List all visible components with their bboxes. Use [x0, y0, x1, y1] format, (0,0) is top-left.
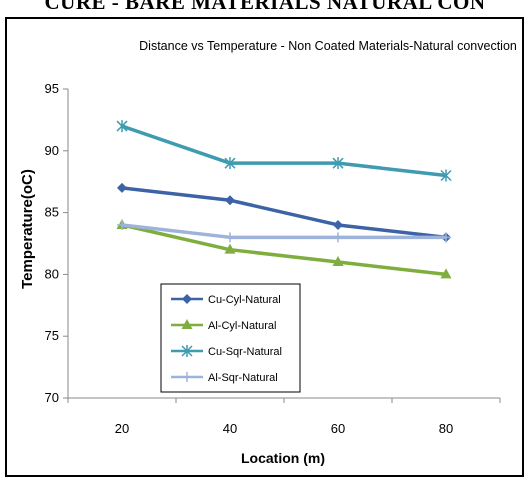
legend-label: Cu-Cyl-Natural: [208, 294, 281, 306]
x-tick-label: 80: [439, 421, 453, 436]
data-point: [117, 219, 127, 230]
data-point: [440, 268, 452, 279]
legend-marker: [182, 294, 192, 304]
x-tick-label: 40: [223, 421, 237, 436]
series-layer: [116, 120, 452, 279]
axes: 70 75 80 85 90 95 20 40 60 80: [45, 81, 501, 436]
series-4: [117, 219, 451, 243]
x-tick-label: 60: [331, 421, 345, 436]
data-point: [333, 219, 343, 230]
x-axis-title: Location (m): [241, 450, 325, 466]
data-point: [440, 169, 452, 182]
legend-marker: [182, 372, 192, 382]
page-heading: CURE - BARE MATERIALS NATURAL CON: [44, 0, 486, 12]
data-point: [225, 232, 235, 243]
legend: Cu-Cyl-Natural Al-Cyl-Natural Cu-Sqr-Natur…: [160, 283, 301, 393]
series-line: [121, 124, 447, 178]
y-tick-label: 95: [45, 81, 59, 96]
series-2: [116, 218, 452, 279]
series-1: [117, 182, 451, 243]
data-point: [333, 232, 343, 243]
y-tick-label: 80: [45, 266, 59, 281]
legend-item: Cu-Sqr-Natural: [171, 345, 282, 358]
chart-title: Distance vs Temperature - Non Coated Mat…: [139, 39, 517, 53]
data-point: [441, 232, 451, 243]
legend-label: Cu-Sqr-Natural: [208, 346, 282, 358]
y-tick-label: 75: [45, 328, 59, 343]
series-3: [116, 120, 452, 182]
chart-frame: [5, 17, 524, 477]
legend-marker: [181, 345, 193, 357]
data-point: [225, 195, 235, 206]
y-axis-title: Temperature(oC): [19, 169, 36, 289]
data-point: [332, 256, 344, 267]
series-line: [121, 223, 447, 277]
legend-label: Al-Sqr-Natural: [208, 372, 278, 384]
y-tick-label: 85: [45, 205, 59, 220]
legend-item: Cu-Cyl-Natural: [171, 294, 281, 306]
data-point: [224, 243, 236, 254]
series-line: [121, 186, 447, 240]
data-point: [332, 157, 344, 170]
data-point: [117, 182, 127, 193]
legend-item: Al-Cyl-Natural: [171, 319, 276, 332]
series-line: [121, 223, 446, 240]
data-point: [224, 157, 236, 170]
legend-marker: [181, 319, 193, 329]
data-point: [116, 120, 128, 133]
legend-box: [160, 283, 301, 393]
legend-label: Al-Cyl-Natural: [208, 320, 276, 332]
y-tick-label: 70: [45, 390, 59, 405]
y-tick-label: 90: [45, 143, 59, 158]
x-tick-label: 20: [115, 421, 129, 436]
legend-item: Al-Sqr-Natural: [171, 372, 278, 384]
